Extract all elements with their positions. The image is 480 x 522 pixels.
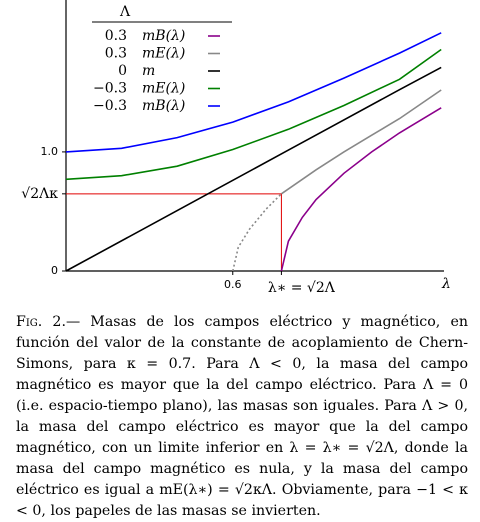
legend-lambda: 0.3 xyxy=(105,28,127,44)
legend-label: mE(λ) xyxy=(142,46,185,62)
legend-label: mE(λ) xyxy=(142,81,185,97)
page: {"chart_data": {"type": "line", "xlabel"… xyxy=(16,0,468,519)
line-series xyxy=(65,66,442,272)
legend-lambda: 0.3 xyxy=(105,46,127,62)
caption: Fig. 2.— Masas de los campos eléctrico y… xyxy=(16,312,468,522)
legend-lambda: 0 xyxy=(118,63,127,79)
caption-label: Fig. 2.— xyxy=(16,314,81,330)
x-axis-label: λ xyxy=(441,276,451,292)
legend-label: m xyxy=(142,63,155,79)
legend-label: mB(λ) xyxy=(142,28,185,44)
x-tick-label: λ∗ = √2Λ xyxy=(268,280,336,296)
y-tick-label: 0 xyxy=(51,264,58,277)
line-series xyxy=(280,89,442,195)
y-tick-label: √2Λκ xyxy=(21,186,58,202)
line-series xyxy=(65,32,442,153)
legend-label: mB(λ) xyxy=(142,98,185,114)
legend-box xyxy=(92,2,234,114)
caption-text: Masas de los campos eléctrico y magnétic… xyxy=(16,314,468,519)
x-tick-label: 0.6 xyxy=(224,278,242,291)
line-series xyxy=(280,107,442,272)
line-series xyxy=(65,48,442,181)
y-tick-label: 1.0 xyxy=(41,145,59,158)
legend-lambda: −0.3 xyxy=(93,81,127,97)
legend-lambda: −0.3 xyxy=(93,98,127,114)
line-series xyxy=(232,193,282,272)
legend-title: Λ xyxy=(119,4,131,20)
